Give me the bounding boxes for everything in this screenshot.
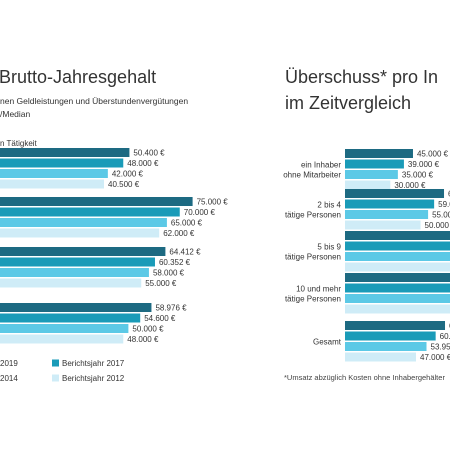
bar [345, 321, 446, 330]
bar-value-label: 50.000 € [425, 221, 450, 230]
bar [345, 342, 427, 351]
bar [0, 313, 141, 323]
bar-value-label: 30.000 € [394, 181, 426, 190]
chart-title: Überschuss* pro In [285, 67, 439, 87]
category-label: Gesamt [313, 337, 342, 346]
bar [0, 257, 155, 267]
bar [345, 170, 398, 179]
bar-value-label: 58.976 € [155, 304, 187, 313]
salary-chart-panel: Brutto-Jahresgehalt nen Geldleistungen u… [0, 67, 229, 383]
bar-value-label: 58.000 € [153, 269, 185, 278]
bar-value-label: 47.000 € [420, 353, 450, 362]
bar [345, 331, 436, 341]
bar [345, 262, 450, 272]
bar-value-label: 50.000 € [132, 325, 164, 334]
chart-title-line-2: im Zeitvergleich [285, 93, 412, 113]
legend-label: Berichtsjahr 2012 [62, 374, 125, 383]
bar [345, 273, 450, 282]
bar [345, 252, 450, 261]
bar [0, 197, 193, 206]
bar [345, 159, 404, 169]
category-label: tätige Personen [285, 210, 341, 219]
bar-value-label: 42.000 € [112, 170, 144, 179]
bar [0, 247, 166, 256]
bar-value-label: 75.000 € [197, 198, 229, 207]
bar-value-label: 40.500 € [108, 180, 140, 189]
bar-value-label: 55.000 € [432, 211, 450, 220]
salary-bar-chart: n Tätigkeitur-/üro50.400 €48.000 €42.000… [0, 139, 229, 383]
bar [345, 199, 435, 209]
bar-value-label: 35.000 € [402, 171, 434, 180]
chart-title: Brutto-Jahresgehalt [0, 67, 157, 87]
bar [0, 228, 160, 238]
bar [345, 149, 413, 158]
category-label: 10 und mehr [296, 284, 341, 293]
bar-value-label: 65.000 € [171, 219, 203, 228]
bar-value-label: 39.000 € [408, 160, 440, 169]
bar [0, 158, 124, 168]
bar-value-label: 60.000 € [440, 332, 450, 341]
bar [0, 179, 104, 189]
bar [345, 241, 450, 251]
bar-value-label: 64.412 € [169, 248, 201, 257]
bar-value-label: 60.352 € [159, 258, 191, 267]
bar [0, 334, 124, 344]
bar-value-label: 65.544 € [448, 190, 450, 199]
bar [0, 278, 142, 288]
bar [345, 294, 450, 303]
category-label: tätige Personen [285, 294, 341, 303]
bar [0, 169, 108, 178]
bar [345, 352, 417, 362]
bar [345, 210, 429, 219]
bar-value-label: 48.000 € [127, 335, 159, 344]
category-label: tätige Personen [285, 252, 341, 261]
bar-value-label: 59.000 € [438, 200, 450, 209]
bar-value-label: 54.600 € [144, 314, 176, 323]
chart-subtitle-line-2: /Median [0, 109, 31, 119]
category-label: 5 bis 9 [317, 242, 341, 251]
legend-swatch [52, 374, 59, 382]
group-header-label: n Tätigkeit [0, 139, 38, 148]
bar-value-label: 48.000 € [127, 159, 159, 168]
bar-value-label: 45.000 € [417, 150, 449, 159]
legend-swatch [52, 359, 59, 367]
bar [0, 218, 167, 227]
category-label: ohne Mitarbeiter [283, 170, 341, 179]
chart-subtitle-line-1: nen Geldleistungen und Überstundenvergüt… [0, 96, 189, 106]
bar [345, 220, 421, 230]
bar [0, 303, 152, 312]
bar-value-label: 62.000 € [163, 229, 195, 238]
bar [345, 304, 450, 314]
bar-value-label: 53.955 € [431, 343, 450, 352]
bar [0, 324, 129, 333]
footnote: *Umsatz abzüglich Kosten ohne Inhabergeh… [284, 373, 445, 382]
bar-value-label: 55.000 € [145, 279, 177, 288]
bar [345, 189, 445, 198]
bar [0, 207, 180, 217]
bar [345, 283, 450, 293]
legend-label: 2014 [0, 374, 18, 383]
legend-label: Berichtsjahr 2017 [62, 359, 125, 368]
surplus-chart-panel: Überschuss* pro In im Zeitvergleich ein … [245, 0, 450, 450]
bar [0, 148, 130, 157]
bar-value-label: 70.000 € [184, 208, 216, 217]
bar [345, 231, 450, 240]
category-label: ein Inhaber [301, 160, 341, 169]
category-label: 2 bis 4 [317, 200, 341, 209]
bar [0, 268, 149, 277]
legend-label: 2019 [0, 359, 18, 368]
bar-value-label: 50.400 € [133, 149, 165, 158]
bar [345, 180, 391, 190]
